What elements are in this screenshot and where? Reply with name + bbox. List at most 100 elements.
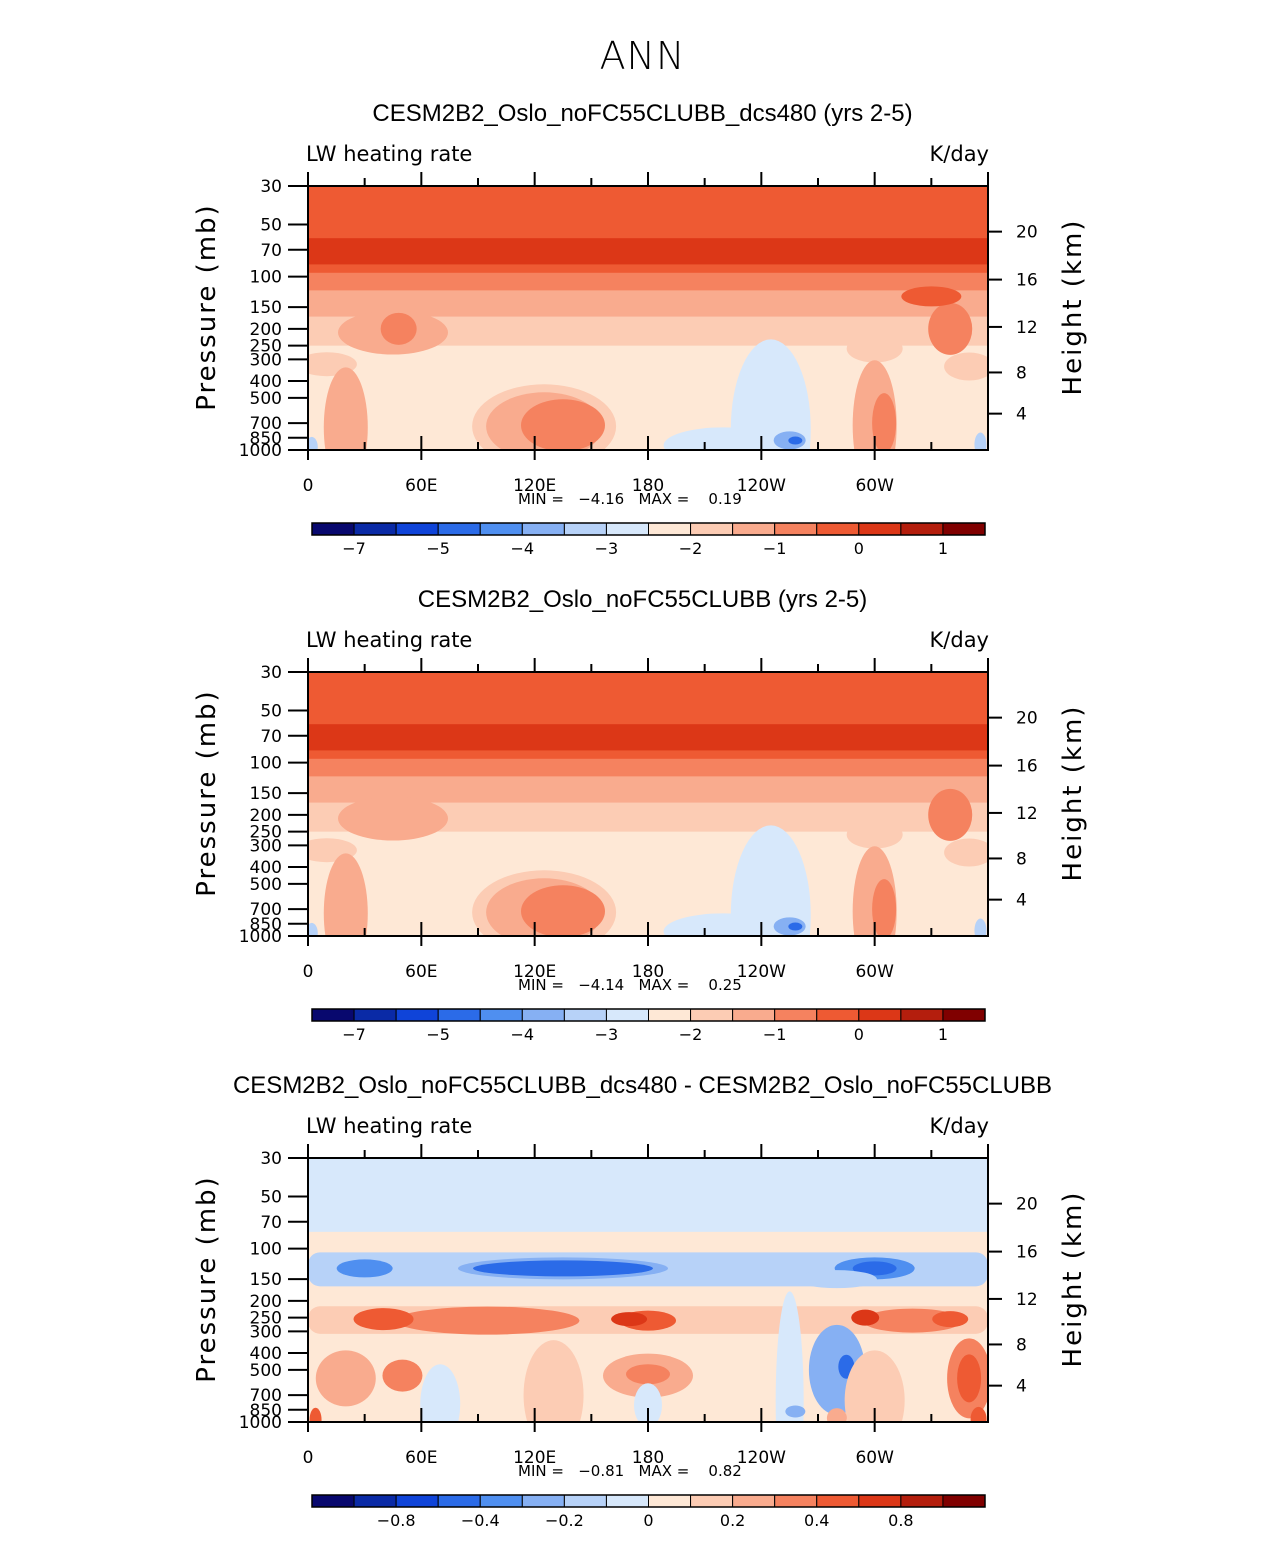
panel-3: CESM2B2_Oslo_noFC55CLUBB_dcs480 - CESM2B…: [0, 1072, 1285, 1558]
colorbar-segment: [437, 1008, 481, 1022]
min-max-readout: MIN = −4.14 MAX = 0.25: [518, 976, 742, 994]
warm-core: [521, 885, 605, 936]
contour-region: [796, 1270, 877, 1289]
contour-region: [663, 427, 784, 450]
y-tick-label: 150: [250, 298, 282, 318]
y-tick-label: 70: [260, 727, 282, 747]
colorbar-label: 1: [938, 539, 948, 558]
y-tick-label: 700: [250, 414, 282, 434]
colorbar-segment: [774, 522, 818, 536]
max-value: MAX = 0.25: [638, 976, 742, 994]
colorbar-frame: [311, 1494, 986, 1508]
cool-region: [730, 339, 811, 450]
colorbar-label: 0.4: [804, 1511, 829, 1530]
colorbar-segment: [479, 1494, 523, 1508]
contour-region: [663, 913, 784, 936]
contour-plot: 0 60E 120E 180 120W 60W3050701001502002503004…: [239, 172, 1038, 558]
x-tick-label: 0: [303, 476, 314, 496]
y-tick-label: 850: [250, 429, 282, 449]
x-tick-label: 60W: [855, 476, 894, 496]
y-tick-label: 1000: [239, 441, 282, 461]
y-tick-label: 150: [250, 1270, 282, 1290]
colorbar-segment: [942, 1494, 986, 1508]
contour-region: [353, 1308, 414, 1331]
x-tick-label: 120E: [513, 962, 556, 982]
contour-field: [308, 186, 988, 450]
colorbar-segment: [479, 522, 523, 536]
colorbar-segment: [732, 1008, 776, 1022]
colorbar-segment: [521, 522, 565, 536]
y-tick-label: 70: [260, 241, 282, 261]
colorbar-segment: [816, 1494, 860, 1508]
colorbar-segment: [353, 1008, 397, 1022]
x-tick-label: 60W: [855, 962, 894, 982]
y-tick-label: 150: [250, 784, 282, 804]
min-max-readout: MIN = −4.16 MAX = 0.19: [518, 490, 742, 508]
height-tick-label: 20: [1016, 1195, 1038, 1215]
colorbar-segment: [648, 522, 692, 536]
colorbar-segment: [521, 1494, 565, 1508]
y-tick-label: 1000: [239, 927, 282, 947]
contour-region: [309, 1407, 322, 1422]
contour-region: [788, 922, 803, 931]
y-tick-label: 50: [260, 215, 282, 235]
panel-title: CESM2B2_Oslo_noFC55CLUBB_dcs480 - CESM2B…: [232, 1072, 1053, 1099]
colorbar-frame: [311, 1008, 986, 1022]
contour-region: [957, 1354, 982, 1403]
contour-region: [395, 1306, 580, 1335]
y-tick-label: 70: [260, 1213, 282, 1233]
variable-label: LW heating rate: [306, 628, 473, 652]
units-label: K/day: [929, 142, 989, 166]
height-tick-label: 8: [1016, 363, 1027, 383]
page-title: ANN: [599, 34, 686, 78]
contour-region: [775, 1291, 804, 1422]
variable-label: LW heating rate: [306, 142, 473, 166]
height-tick-label: 20: [1016, 223, 1038, 243]
contour-region: [611, 1312, 648, 1327]
colorbar-label: 1: [938, 1025, 948, 1044]
height-tick-label: 12: [1016, 1290, 1038, 1310]
y-tick-label: 850: [250, 915, 282, 935]
contour-region: [826, 1408, 847, 1422]
colorbar-label: −7: [342, 1025, 366, 1044]
contour-region: [846, 334, 903, 363]
contour-plot: 0 60E 120E 180 120W 60W3050701001502002503004…: [239, 1144, 1038, 1530]
y-tick-label: 100: [250, 268, 282, 288]
cool-region: [730, 825, 811, 936]
colorbar-segment: [816, 522, 860, 536]
contour-region: [523, 1340, 584, 1422]
colorbar-segment: [900, 1494, 944, 1508]
colorbar-segment: [690, 522, 734, 536]
panel-2: CESM2B2_Oslo_noFC55CLUBB (yrs 2-5) LW he…: [0, 586, 1285, 1072]
contour-region: [928, 302, 973, 355]
y-tick-label: 1000: [239, 1413, 282, 1433]
y-tick-label: 500: [250, 875, 282, 895]
colorbar-segment: [648, 1008, 692, 1022]
min-value: MIN = −4.16: [518, 490, 625, 508]
colorbar-segment: [353, 522, 397, 536]
y-tick-label: 400: [250, 858, 282, 878]
x-tick-label: 120E: [513, 476, 556, 496]
colorbar-label: −4: [511, 539, 535, 558]
height-tick-label: 12: [1016, 804, 1038, 824]
height-tick-label: 16: [1016, 757, 1038, 777]
colorbar-label: 0: [854, 539, 864, 558]
contour-region: [974, 432, 987, 450]
y-tick-label: 500: [250, 1361, 282, 1381]
y-tick-label: 400: [250, 1344, 282, 1364]
contour-region: [382, 1359, 423, 1392]
x-tick-label: 60E: [405, 962, 437, 982]
colorbar-segment: [437, 522, 481, 536]
y-tick-label: 400: [250, 372, 282, 392]
y-axis-label-pressure: Pressure (mb): [192, 689, 222, 897]
contour-region: [420, 1364, 461, 1422]
height-tick-label: 4: [1016, 1377, 1027, 1397]
colorbar-segment: [858, 522, 902, 536]
height-tick-label: 16: [1016, 271, 1038, 291]
x-tick-label: 60E: [405, 476, 437, 496]
colorbar-label: −2: [679, 539, 703, 558]
colorbar-label: −3: [595, 539, 619, 558]
x-tick-label: 0: [303, 1448, 314, 1468]
contour-field: [308, 672, 988, 936]
contour-region: [944, 352, 988, 381]
